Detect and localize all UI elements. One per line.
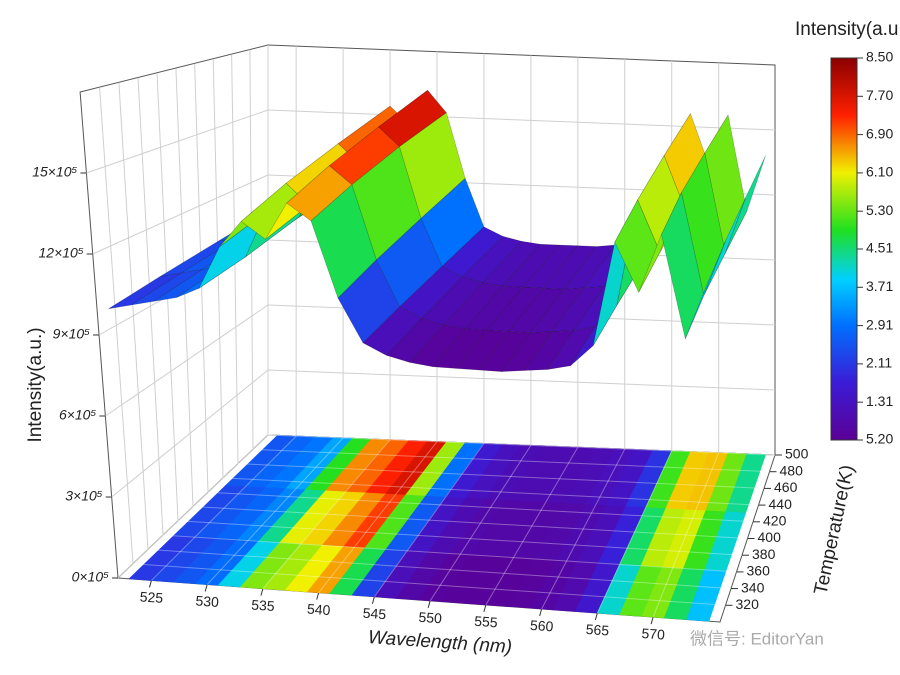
grid-line	[105, 304, 269, 417]
x-tick-label: 570	[641, 625, 666, 643]
colorbar-title: Intensity(a.u.)	[795, 19, 900, 40]
grid-line	[429, 445, 532, 602]
tick-mark	[260, 588, 264, 596]
x-tick-label: 560	[530, 617, 555, 635]
z-tick-label: 3×10⁵	[65, 488, 103, 504]
x-tick-label: 545	[362, 605, 387, 623]
grid-line	[267, 369, 776, 391]
tick-mark	[371, 596, 375, 604]
y-tick-label: 440	[769, 496, 793, 512]
y-tick-label: 460	[774, 479, 798, 495]
grid-line	[485, 446, 579, 606]
grid-line	[374, 443, 485, 598]
y-axis-title: Temperature(K)	[811, 463, 859, 596]
grid-line	[147, 548, 732, 590]
y-tick-label: 500	[785, 446, 809, 462]
z-axis-title: Intensity(a.u.)	[25, 327, 46, 442]
grid-line	[132, 563, 726, 606]
grid-line	[318, 441, 438, 593]
y-tick-label: 480	[780, 462, 804, 478]
grid-line	[596, 450, 673, 614]
grid-line	[222, 477, 759, 506]
grid-line	[118, 82, 149, 550]
colorbar-tick-label: 4.51	[866, 240, 893, 256]
grid-line	[162, 534, 737, 573]
x-tick-label: 555	[474, 613, 499, 631]
grid-line	[652, 452, 720, 618]
colorbar-tick-label: 6.10	[866, 164, 893, 180]
x-tick-label: 565	[585, 621, 610, 639]
colorbar-tick-label: 8.50	[866, 49, 893, 65]
surface-cell	[685, 240, 726, 339]
z-tick-label: 0×10⁵	[72, 569, 110, 585]
watermark: 微信号: EditorYan	[690, 629, 824, 648]
y-tick-label: 360	[747, 563, 771, 579]
tick-mark	[483, 604, 487, 613]
x-tick-label: 550	[418, 609, 443, 627]
surface	[108, 89, 766, 372]
z-tick-label: 15×10⁵	[32, 164, 77, 180]
y-tick-label: 320	[736, 596, 760, 612]
grid-line	[99, 87, 134, 564]
grid-line	[541, 448, 626, 610]
colorbar-tick-label: 6.90	[866, 125, 893, 141]
z-tick-label: 6×10⁵	[59, 407, 97, 423]
y-tick-label: 340	[741, 579, 765, 595]
x-axis-title: Wavelength (nm)	[367, 627, 512, 658]
grid-line	[207, 491, 754, 523]
y-tick-label: 400	[758, 529, 782, 545]
tick-mark	[650, 616, 654, 625]
tick-mark	[204, 584, 208, 592]
tick-mark	[316, 592, 320, 600]
grid-line	[86, 109, 269, 174]
grid-line	[151, 435, 297, 581]
y-tick-label: 420	[763, 513, 787, 529]
grid-line	[92, 174, 269, 255]
z-tick-label: 9×10⁵	[53, 326, 91, 342]
grid-line	[206, 437, 344, 585]
z-tick-label: 12×10⁵	[39, 245, 84, 261]
x-tick-label: 530	[195, 592, 220, 610]
x-tick-label: 540	[307, 601, 332, 619]
colorbar-tick-label: 3.71	[866, 278, 893, 294]
tick-mark	[427, 600, 431, 608]
tick-mark	[594, 612, 598, 621]
colorbar	[830, 57, 858, 441]
colorbar-tick-label: 1.31	[866, 393, 893, 409]
colorbar-tick-label: 5.30	[866, 202, 893, 218]
tick-mark	[148, 580, 152, 588]
colorbar-tick-label: 2.11	[866, 355, 892, 371]
colorbar-tick-label: 7.70	[866, 87, 893, 103]
x-tick-label: 525	[139, 588, 164, 606]
colorbar-tick-label: 5.20	[866, 431, 893, 447]
grid-line	[177, 520, 743, 556]
grid-line	[252, 448, 770, 473]
x-tick-label: 535	[251, 597, 276, 615]
grid-line	[267, 434, 776, 456]
colorbar-tick-label: 2.91	[866, 316, 893, 332]
grid-line	[137, 77, 164, 536]
grid-line	[262, 439, 391, 589]
grid-line	[237, 463, 765, 489]
floor	[128, 434, 776, 622]
y-tick-label: 380	[752, 546, 776, 562]
tick-mark	[539, 608, 543, 617]
grid-line	[192, 506, 748, 539]
contour-cell	[686, 569, 727, 622]
